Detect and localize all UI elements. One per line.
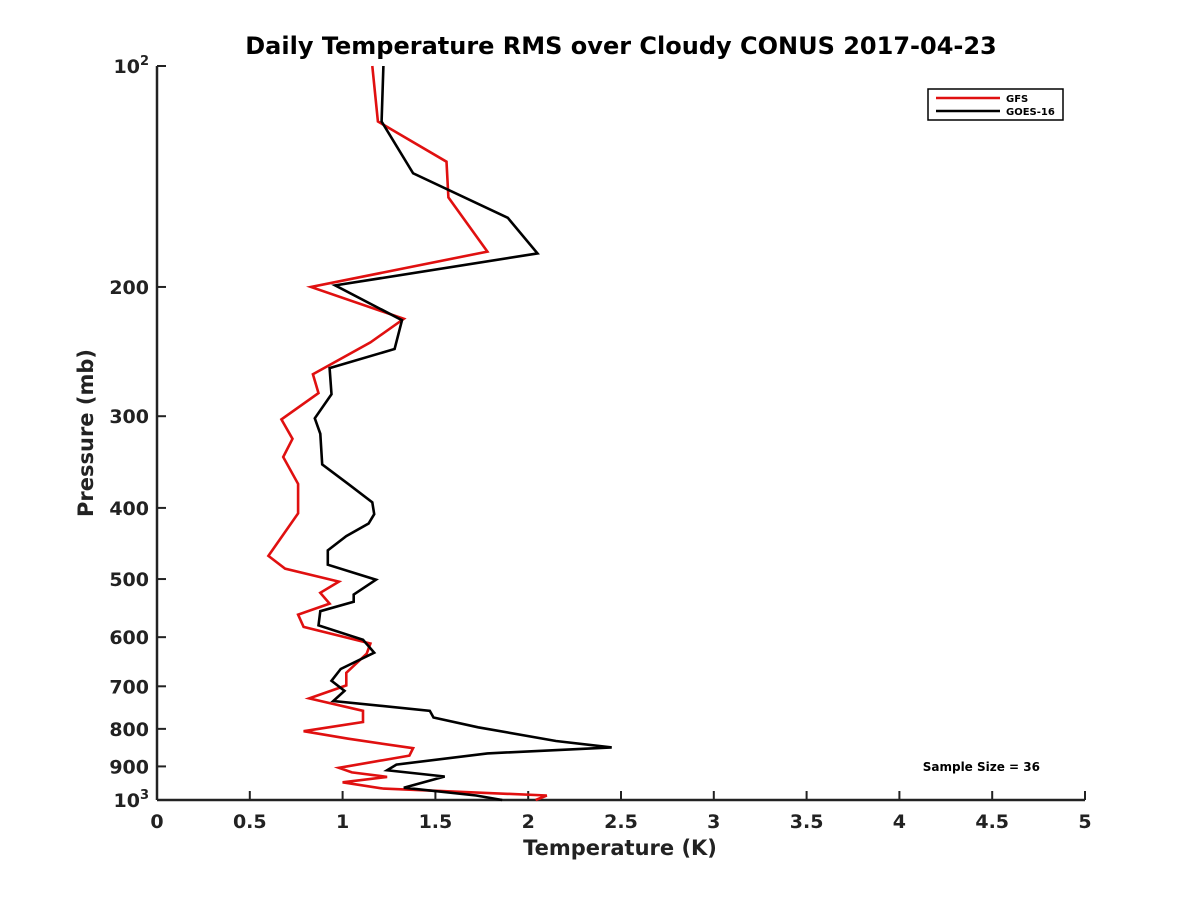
y-tick-label-base: 10 — [114, 790, 140, 812]
x-tick-label: 0 — [150, 811, 163, 833]
legend: GFS GOES-16 — [927, 88, 1064, 121]
y-tick-label-exponent: 3 — [140, 788, 149, 803]
y-tick-label-base: 800 — [109, 719, 149, 741]
x-axis-label: Temperature (K) — [523, 836, 717, 860]
sample-size-annotation: Sample Size = 36 — [923, 760, 1040, 774]
y-tick-label: 102 — [114, 54, 150, 78]
x-tick-label: 0.5 — [233, 811, 267, 833]
y-tick-label: 900 — [109, 756, 149, 778]
legend-box — [927, 88, 1064, 121]
series-line-gfs — [266, 65, 548, 802]
y-tick-label: 600 — [109, 627, 149, 649]
y-tick-label-base: 600 — [109, 627, 149, 649]
chart-title: Daily Temperature RMS over Cloudy CONUS … — [245, 32, 997, 60]
y-tick-label: 300 — [109, 406, 149, 428]
plot-axes: 0 0.5 1 1.5 2 2.5 3 3.5 4 4.5 51022003004005006007… — [109, 54, 1091, 833]
legend-label: GFS — [1006, 94, 1028, 105]
y-tick-label-base: 200 — [109, 277, 149, 299]
x-tick-label: 2 — [522, 811, 535, 833]
y-tick-label-base: 900 — [109, 756, 149, 778]
y-tick-label-base: 400 — [109, 498, 149, 520]
y-tick-label-base: 10 — [114, 56, 140, 78]
x-tick-label: 1.5 — [419, 811, 453, 833]
x-tick-label: 1 — [336, 811, 349, 833]
series-layer — [266, 65, 612, 802]
x-tick-label: 4 — [893, 811, 906, 833]
y-axis-label: Pressure (mb) — [74, 349, 98, 517]
x-tick-label: 4.5 — [975, 811, 1009, 833]
y-tick-label-base: 500 — [109, 569, 149, 591]
y-tick-label: 200 — [109, 277, 149, 299]
y-tick-label: 800 — [109, 719, 149, 741]
y-tick-label: 700 — [109, 676, 149, 698]
y-tick-label-base: 300 — [109, 406, 149, 428]
y-tick-label: 400 — [109, 498, 149, 520]
x-tick-label: 3.5 — [790, 811, 824, 833]
x-tick-label: 5 — [1078, 811, 1091, 833]
y-tick-label: 500 — [109, 569, 149, 591]
y-tick-label: 103 — [114, 788, 150, 812]
y-tick-label-base: 700 — [109, 676, 149, 698]
x-tick-label: 3 — [707, 811, 720, 833]
series-line-goes-16 — [313, 65, 612, 802]
x-tick-label: 2.5 — [604, 811, 638, 833]
legend-label: GOES-16 — [1006, 107, 1055, 118]
y-tick-label-exponent: 2 — [140, 54, 149, 69]
